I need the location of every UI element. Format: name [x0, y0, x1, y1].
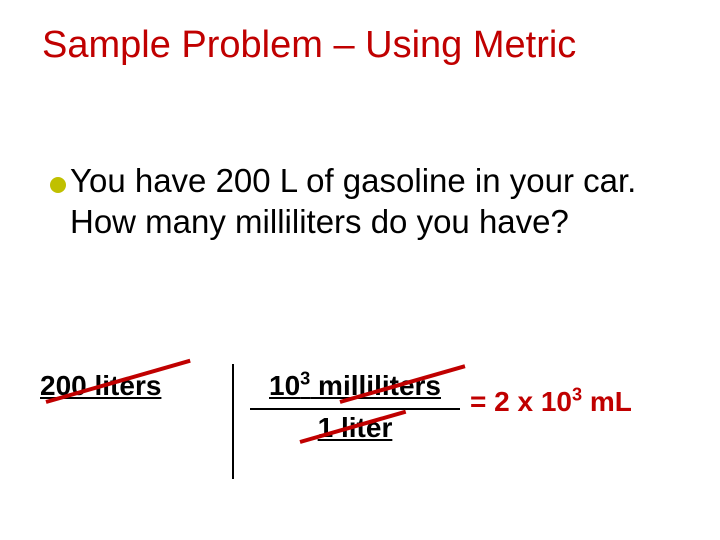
answer: = 2 x 103 mL — [470, 386, 690, 418]
result-value: = 2 x 103 mL — [470, 386, 632, 417]
problem-statement: You have 200 L of gasoline in your car. … — [70, 160, 660, 243]
num-exp: 3 — [300, 369, 310, 389]
num-unit: milliliters — [310, 370, 441, 401]
vertical-divider — [232, 364, 234, 479]
slide-title: Sample Problem – Using Metric — [42, 24, 576, 67]
bullet-icon — [50, 177, 66, 193]
dimensional-analysis: 200 liters 103 milliliters 1 liter = 2 x… — [40, 370, 680, 510]
res-post: mL — [582, 386, 632, 417]
res-exp: 3 — [572, 385, 582, 405]
num-base: 10 — [269, 370, 300, 401]
conversion-factor: 103 milliliters 1 liter — [250, 370, 460, 444]
res-pre: = 2 x 10 — [470, 386, 572, 417]
